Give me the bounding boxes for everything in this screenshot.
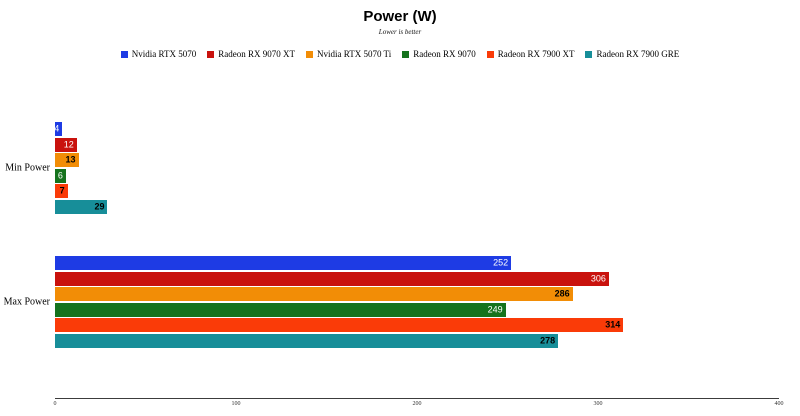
bar-value-label: 249 — [487, 304, 503, 314]
bar-value-label: 13 — [65, 154, 76, 165]
legend-swatch-icon — [305, 50, 313, 58]
chart-title: Power (W) — [363, 8, 437, 25]
chart-subtitle: Lower is better — [378, 28, 422, 36]
x-axis-tick-label: 100 — [231, 401, 241, 407]
legend-item: Nvidia RTX 5070 — [120, 49, 197, 59]
x-axis-line — [55, 398, 779, 399]
bar: 12 — [55, 137, 77, 152]
bar: 286 — [55, 287, 573, 301]
legend-label: Radeon RX 7900 XT — [497, 49, 575, 59]
bar-value-label: 286 — [554, 288, 570, 299]
bar: 249 — [55, 302, 506, 317]
legend-label: Nvidia RTX 5070 — [131, 49, 197, 59]
bar-value-label: 306 — [590, 273, 606, 283]
bar: 306 — [55, 271, 609, 286]
x-axis-tick-label: 200 — [412, 401, 422, 407]
legend-item: Nvidia RTX 5070 Ti — [305, 49, 392, 59]
bar-value-label: 6 — [57, 170, 63, 180]
bar-value-label: 7 — [59, 185, 65, 196]
bar: 13 — [55, 153, 79, 167]
bar: 278 — [55, 333, 559, 348]
bar: 4 — [54, 122, 63, 136]
legend-swatch-icon — [120, 50, 128, 58]
legend-item: Radeon RX 7900 XT — [486, 49, 575, 59]
bar-value-label: 278 — [540, 335, 556, 345]
x-axis-tick-label: 300 — [593, 401, 603, 407]
legend-label: Nvidia RTX 5070 Ti — [316, 49, 392, 59]
category-label: Max Power — [3, 296, 50, 308]
legend-swatch-icon — [402, 50, 410, 58]
legend-item: Radeon RX 9070 — [402, 49, 476, 59]
legend-swatch-icon — [486, 50, 494, 58]
legend-swatch-icon — [585, 50, 593, 58]
category-label: Min Power — [5, 162, 50, 174]
bar: 29 — [55, 199, 108, 214]
legend-label: Radeon RX 9070 — [413, 49, 476, 59]
bar-value-label: 4 — [54, 123, 60, 134]
bar: 252 — [55, 256, 512, 270]
bar-value-label: 252 — [493, 257, 509, 268]
legend-item: Radeon RX 9070 XT — [207, 49, 295, 59]
bar-value-label: 29 — [94, 201, 105, 211]
legend-label: Radeon RX 7900 GRE — [596, 49, 680, 59]
x-axis-tick-label: 400 — [774, 401, 784, 407]
bar: 6 — [55, 168, 66, 183]
x-axis-tick-label: 0 — [53, 401, 57, 407]
legend-label: Radeon RX 9070 XT — [218, 49, 295, 59]
bar-value-label: 314 — [605, 319, 621, 330]
legend-item: Radeon RX 7900 GRE — [585, 49, 679, 59]
bar-value-label: 12 — [63, 139, 74, 149]
bar: 314 — [55, 318, 624, 332]
bar: 7 — [55, 184, 68, 198]
legend-swatch-icon — [207, 50, 215, 58]
legend: Nvidia RTX 5070 Radeon RX 9070 XT Nvidia R… — [0, 49, 800, 59]
